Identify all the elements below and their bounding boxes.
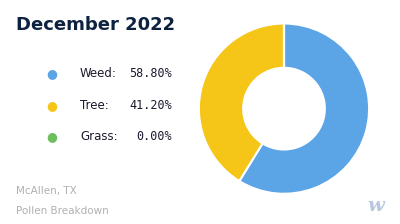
- Text: Tree:: Tree:: [80, 99, 109, 112]
- Text: 41.20%: 41.20%: [129, 99, 172, 112]
- Wedge shape: [239, 24, 369, 194]
- Text: 58.80%: 58.80%: [129, 67, 172, 80]
- Wedge shape: [199, 24, 284, 181]
- Text: w: w: [367, 197, 384, 215]
- Text: Pollen Breakdown: Pollen Breakdown: [16, 206, 109, 216]
- Text: ●: ●: [46, 67, 58, 80]
- Text: ●: ●: [46, 99, 58, 112]
- Text: McAllen, TX: McAllen, TX: [16, 186, 77, 196]
- Text: ●: ●: [46, 130, 58, 143]
- Text: Weed:: Weed:: [80, 67, 117, 80]
- Text: Grass:: Grass:: [80, 130, 118, 143]
- Text: 0.00%: 0.00%: [136, 130, 172, 143]
- Text: December 2022: December 2022: [16, 16, 175, 34]
